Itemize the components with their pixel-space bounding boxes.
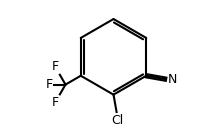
Text: N: N <box>168 73 177 86</box>
Text: F: F <box>52 96 59 109</box>
Text: F: F <box>52 61 59 73</box>
Text: Cl: Cl <box>111 114 123 127</box>
Text: F: F <box>46 78 53 91</box>
